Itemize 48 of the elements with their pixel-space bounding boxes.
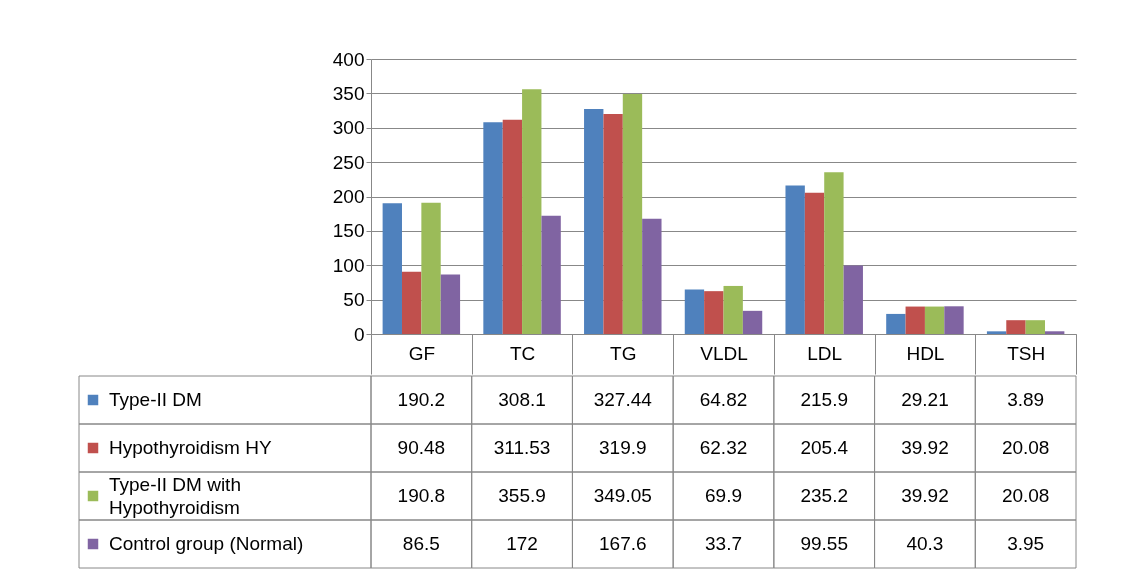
data-label: 69.9 xyxy=(705,485,742,506)
legend-label: Control group (Normal) xyxy=(109,533,304,554)
data-label: 235.2 xyxy=(800,485,848,506)
y-tick-label: 50 xyxy=(343,289,365,311)
y-tick-label: 350 xyxy=(332,82,365,104)
data-label: 39.92 xyxy=(901,437,949,458)
legend-label: Hypothyroidism HY xyxy=(109,437,272,458)
x-tick-label: TG xyxy=(610,342,637,364)
data-label: 355.9 xyxy=(498,485,546,506)
data-label: 319.9 xyxy=(599,437,647,458)
data-label: 215.9 xyxy=(800,389,848,410)
x-tick-label: HDL xyxy=(906,342,945,364)
data-label: 29.21 xyxy=(901,389,949,410)
data-label: 20.08 xyxy=(1001,485,1050,506)
data-label: 308.1 xyxy=(498,389,546,410)
data-label: 311.53 xyxy=(493,437,551,458)
data-label: 99.55 xyxy=(800,533,848,554)
data-label: 90.48 xyxy=(397,437,446,458)
x-tick-label: GF xyxy=(408,342,436,364)
y-tick-label: 0 xyxy=(353,323,365,345)
y-tick-label: 400 xyxy=(332,48,365,70)
x-tick-label: TC xyxy=(509,342,536,364)
data-label: 190.2 xyxy=(397,389,446,410)
x-tick-label: VLDL xyxy=(700,342,748,364)
data-label: 20.08 xyxy=(1001,437,1050,458)
data-label: 3.95 xyxy=(1007,533,1045,554)
data-label: 205.4 xyxy=(800,437,849,458)
data-label: 40.3 xyxy=(906,533,944,554)
data-label: 39.92 xyxy=(901,485,949,506)
legend-label: Type-II DM with Hypothyroidism xyxy=(109,473,241,518)
x-tick-label: LDL xyxy=(807,342,843,364)
y-tick-label: 150 xyxy=(332,220,365,242)
data-label: 349.05 xyxy=(593,485,652,506)
data-label: 167.6 xyxy=(599,533,647,554)
y-tick-label: 300 xyxy=(332,117,365,139)
data-label: 327.44 xyxy=(593,389,653,410)
data-label: 3.89 xyxy=(1007,389,1045,410)
x-tick-label: TSH xyxy=(1007,342,1046,364)
data-label: 172 xyxy=(506,533,538,554)
data-label: 190.8 xyxy=(397,485,446,506)
data-label: 64.82 xyxy=(699,389,748,410)
data-label: 33.7 xyxy=(705,533,742,554)
y-tick-label: 200 xyxy=(332,186,365,207)
y-tick-label: 100 xyxy=(332,254,365,276)
y-tick-label: 250 xyxy=(332,151,365,173)
legend-label: Type-II DM xyxy=(109,389,202,410)
data-label: 62.32 xyxy=(699,437,748,458)
data-label: 86.5 xyxy=(402,533,440,554)
